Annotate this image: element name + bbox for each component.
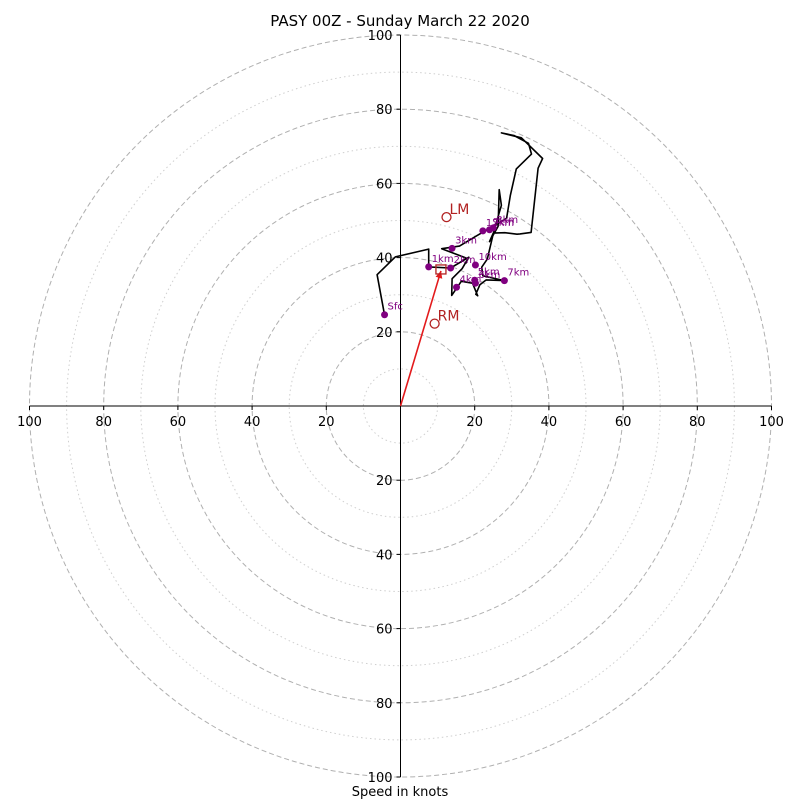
height-label: 10km (478, 252, 506, 263)
shear-vector-line (399, 270, 442, 407)
height-label: 12km (486, 218, 514, 229)
x-axis-label: Speed in knots (352, 785, 449, 800)
x-tick-label: 60 (615, 415, 632, 430)
height-label: 7km (507, 268, 529, 279)
x-tick-label: 40 (244, 415, 261, 430)
height-marker (425, 263, 433, 271)
height-marker (381, 311, 389, 319)
shear-vector-arrowhead (435, 271, 443, 279)
height-label: 1km (432, 254, 454, 265)
height-marker (448, 244, 456, 252)
x-tick-label: 100 (759, 415, 784, 430)
height-label: Sfc (388, 302, 403, 313)
y-tick-label: 20 (376, 326, 393, 341)
height-label: 5km (478, 267, 500, 278)
storm-motion-markers: LM RM (429, 202, 470, 329)
height-marker (500, 277, 508, 285)
x-tick-label: 80 (95, 415, 112, 430)
height-marker (471, 279, 479, 287)
height-label: 8km (496, 215, 518, 226)
y-tick-label: 100 (368, 29, 393, 44)
y-tick-label: 60 (376, 623, 393, 638)
x-tick-label: 40 (541, 415, 558, 430)
height-label: 3km (455, 235, 477, 246)
height-marker (453, 283, 461, 291)
y-tick-label: 80 (376, 697, 393, 712)
mean-motion-marker (435, 264, 447, 275)
height-label: 9km (493, 217, 515, 228)
y-tick-label: 100 (368, 771, 393, 786)
height-marker (486, 226, 494, 234)
right-mover-label: RM (438, 309, 460, 325)
chart-title: PASY 00Z - Sunday March 22 2020 (270, 12, 530, 30)
hodograph-series (376, 132, 544, 407)
height-marker (447, 264, 455, 272)
y-tick-label: 40 (376, 252, 393, 267)
left-mover-label: LM (450, 202, 470, 218)
left-mover-marker (441, 212, 452, 223)
x-tick-label: 60 (170, 415, 187, 430)
x-tick-label: 80 (689, 415, 706, 430)
y-tick-label: 80 (376, 103, 393, 118)
x-tick-label: 20 (466, 415, 483, 430)
right-mover-marker (429, 318, 440, 329)
height-label: 2km (454, 255, 476, 266)
y-tick-label: 40 (376, 548, 393, 563)
height-label: 4km (460, 274, 482, 285)
y-tick-label: 60 (376, 177, 393, 192)
height-marker (479, 227, 487, 235)
height-label: 6km (478, 270, 500, 281)
x-tick-label: 100 (17, 415, 42, 430)
x-tick-label: 20 (318, 415, 335, 430)
hodograph-trace (376, 132, 544, 315)
y-tick-label: 20 (376, 474, 393, 489)
height-marker (471, 261, 479, 269)
